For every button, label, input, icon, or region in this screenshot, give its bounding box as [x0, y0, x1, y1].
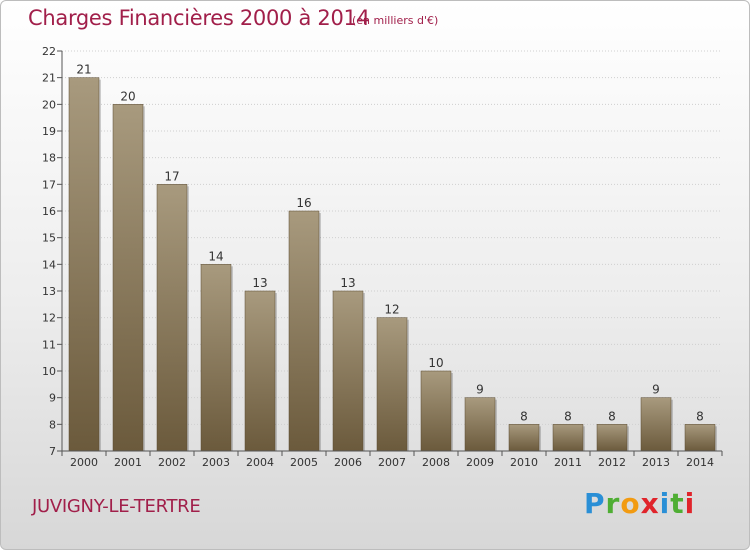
data-label-2012: 8	[608, 409, 616, 423]
y-tick-label: 8	[49, 418, 56, 431]
x-tick-label: 2005	[290, 456, 318, 469]
bar-2008	[420, 370, 452, 452]
y-tick-label: 13	[42, 285, 56, 298]
y-tick-label: 22	[42, 45, 56, 58]
chart-subtitle: (en milliers d'€)	[352, 14, 439, 27]
bar-2005	[288, 210, 320, 452]
y-tick-label: 17	[42, 178, 56, 191]
data-label-2009: 9	[476, 383, 484, 397]
x-tick-label: 2009	[466, 456, 494, 469]
bar-2006	[332, 290, 364, 452]
x-tick-label: 2006	[334, 456, 362, 469]
bar-2013	[640, 397, 672, 452]
y-tick-label: 10	[42, 365, 56, 378]
data-label-2000: 21	[76, 63, 91, 77]
x-tick-label: 2001	[114, 456, 142, 469]
x-tick-label: 2008	[422, 456, 450, 469]
data-label-2013: 9	[652, 383, 660, 397]
data-label-2014: 8	[696, 409, 704, 423]
bar-2014	[684, 424, 716, 452]
data-label-2007: 12	[384, 303, 399, 317]
bar-2000	[68, 77, 100, 452]
bar-2009	[464, 397, 496, 452]
y-tick-label: 11	[42, 338, 56, 351]
bar-2012	[596, 424, 628, 452]
x-tick-label: 2012	[598, 456, 626, 469]
y-tick-label: 7	[49, 445, 56, 458]
data-label-2010: 8	[520, 409, 528, 423]
y-tick-label: 12	[42, 312, 56, 325]
x-tick-label: 2010	[510, 456, 538, 469]
y-tick-label: 14	[42, 258, 56, 271]
data-label-2001: 20	[120, 89, 135, 103]
bar-2010	[508, 424, 540, 452]
data-label-2005: 16	[296, 196, 311, 210]
y-axis: 7 8 9 10 11 12 13 14 15 16 17 18 19 20 21 22	[42, 45, 63, 458]
x-tick-label: 2004	[246, 456, 274, 469]
y-tick-label: 19	[42, 125, 56, 138]
x-tick-label: 2000	[70, 456, 98, 469]
y-tick-label: 15	[42, 232, 56, 245]
proxiti-logo[interactable]: Proxiti	[584, 487, 696, 520]
y-tick-label: 18	[42, 152, 56, 165]
x-tick-label: 2002	[158, 456, 186, 469]
bar-2001	[112, 104, 144, 452]
bar-2011	[552, 424, 584, 452]
bar-2004	[244, 290, 276, 452]
data-label-2011: 8	[564, 409, 572, 423]
bar-2003	[200, 264, 232, 452]
data-label-2002: 17	[164, 169, 179, 183]
commune-name: JUVIGNY-LE-TERTRE	[32, 496, 201, 517]
bar-2007	[376, 317, 408, 452]
data-label-2003: 14	[208, 249, 223, 263]
data-label-2004: 13	[252, 276, 267, 290]
x-tick-label: 2014	[686, 456, 714, 469]
data-label-2006: 13	[340, 276, 355, 290]
data-label-2008: 10	[428, 356, 443, 370]
x-tick-label: 2011	[554, 456, 582, 469]
y-tick-label: 20	[42, 98, 56, 111]
x-tick-label: 2003	[202, 456, 230, 469]
x-axis: 2000 2001 2002 2003 2004 2005 2006 2007 2008 2009…	[61, 450, 723, 469]
y-tick-label: 16	[42, 205, 56, 218]
chart-title: Charges Financières 2000 à 2014	[28, 6, 370, 30]
y-tick-label: 9	[49, 392, 56, 405]
x-tick-label: 2007	[378, 456, 406, 469]
bars: 21 20 17 14 13 16 13 12 10 9 8 8 8 9 8	[68, 63, 717, 452]
x-tick-label: 2013	[642, 456, 670, 469]
y-tick-label: 21	[42, 72, 56, 85]
bar-2002	[156, 184, 188, 452]
